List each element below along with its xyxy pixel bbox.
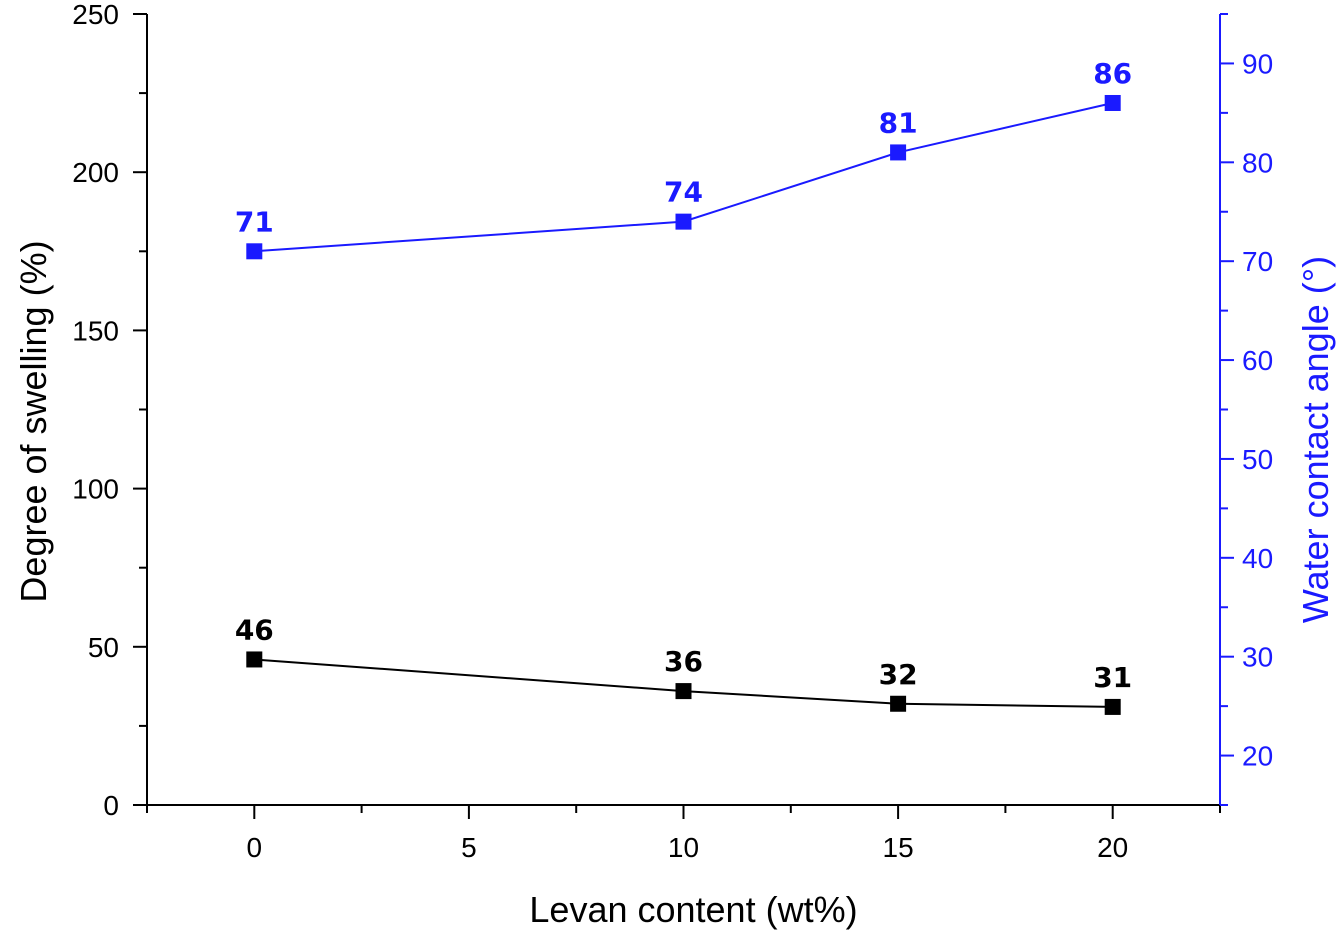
right-y-tick-label: 60 — [1242, 345, 1273, 376]
series-group: 46 36 32 31 71 74 81 86 — [235, 57, 1132, 715]
swelling-point-marker — [675, 683, 692, 700]
right-y-tick-label: 90 — [1242, 48, 1273, 79]
contact-angle-data-label: 81 — [879, 106, 918, 139]
right-y-tick-label: 70 — [1242, 246, 1273, 277]
right-y-axis-title: Water contact angle (°) — [1295, 256, 1336, 623]
left-y-tick-label: 0 — [103, 790, 119, 821]
left-y-tick-label: 200 — [72, 157, 119, 188]
x-tick-label: 0 — [247, 832, 263, 863]
contact-angle-point-marker — [246, 243, 263, 260]
left-y-axis-title: Degree of swelling (%) — [13, 240, 54, 602]
contact-angle-series-line — [254, 102, 1113, 253]
contact-angle-data-label: 71 — [235, 205, 274, 238]
swelling-data-label: 32 — [879, 658, 918, 691]
right-y-tick-label: 80 — [1242, 147, 1273, 178]
left-y-tick-label: 250 — [72, 0, 119, 30]
right-y-tick-label: 40 — [1242, 543, 1273, 574]
swelling-data-label: 46 — [235, 613, 274, 646]
swelling-point-marker — [246, 651, 263, 668]
swelling-series-line — [254, 658, 1113, 708]
swelling-point-marker — [890, 695, 907, 712]
x-tick-label: 10 — [668, 832, 699, 863]
swelling-data-label: 36 — [664, 645, 703, 678]
contact-angle-data-label: 86 — [1093, 57, 1132, 90]
x-tick-label: 15 — [883, 832, 914, 863]
right-y-tick-label: 30 — [1242, 642, 1273, 673]
left-y-tick-label: 150 — [72, 315, 119, 346]
contact-angle-point-marker — [890, 144, 907, 161]
contact-angle-data-label: 74 — [664, 176, 703, 209]
contact-angle-point-marker — [675, 213, 692, 230]
x-tick-label: 20 — [1097, 832, 1128, 863]
contact-angle-point-marker — [1104, 94, 1121, 111]
right-y-tick-label: 50 — [1242, 444, 1273, 475]
left-y-tick-label: 50 — [88, 632, 119, 663]
swelling-data-label: 31 — [1093, 661, 1132, 694]
x-axis-title: Levan content (wt%) — [529, 889, 857, 930]
left-y-tick-label: 100 — [72, 474, 119, 505]
right-y-tick-label: 20 — [1242, 741, 1273, 772]
x-tick-label: 5 — [461, 832, 477, 863]
swelling-point-marker — [1104, 698, 1121, 715]
